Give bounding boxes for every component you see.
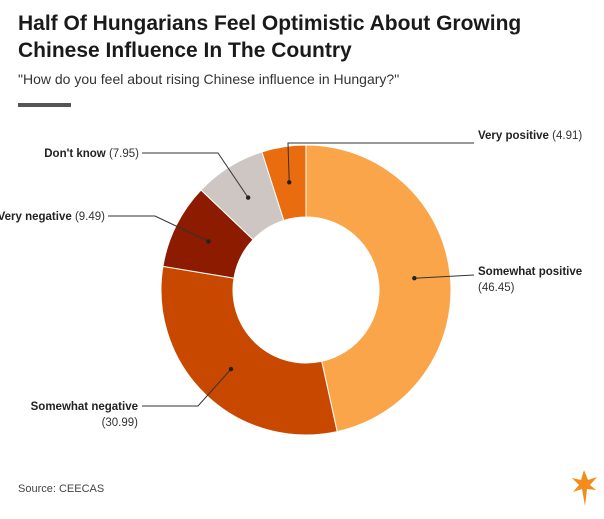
slice-label-value: (46.45) [478,282,515,294]
slice-labels: Somewhat positive (46.45) Somewhat negativ… [0,130,582,429]
leader-dot-very-negative [206,239,211,244]
leader-dot-don-t-know [245,195,251,200]
slice-label-value: (9.49) [75,211,105,223]
slice-label-value: (30.99) [102,417,139,429]
slice-label-name: Somewhat negative [31,401,138,413]
donut-slices [160,144,452,436]
slice-label-somewhat-positive: Somewhat positive (46.45) [478,266,582,294]
chart-title: Half Of Hungarians Feel Optimistic About… [18,12,522,62]
slice-label-value: (7.95) [109,148,139,160]
leader-line-somewhat-positive [414,274,475,279]
leader-dot-very-positive [287,180,292,185]
slice-somewhat-negative [160,265,338,436]
slice-label-value: (4.91) [552,130,582,142]
title-rule-divider [18,103,71,107]
slice-label-somewhat-negative: Somewhat negative (30.99) [31,401,139,429]
leader-dot-somewhat-negative [228,366,234,372]
slice-somewhat-positive [305,144,452,433]
slice-label-very-positive: Very positive (4.91) [478,130,582,142]
source-note: Source: CEECAS [18,483,105,495]
leader-line-don-t-know [142,152,249,198]
leader-dot-somewhat-positive [412,276,417,281]
chart-subtitle: "How do you feel about rising Chinese in… [18,71,400,87]
leader-line-very-negative [108,215,209,242]
flame-torch-logo-icon [572,470,597,506]
slice-label-very-negative: Very negative (9.49) [0,211,105,223]
slice-label-name: Don't know [44,148,109,160]
slice-label-don-t-know: Don't know (7.95) [44,148,139,160]
slice-very-positive [261,144,307,222]
slice-label-name: Somewhat positive [478,266,582,278]
leader-lines [108,142,475,407]
leader-line-very-positive [287,142,474,183]
leader-line-somewhat-negative [142,368,232,407]
slice-label-name: Very positive [478,130,552,142]
slice-label-name: Very negative [0,211,75,223]
